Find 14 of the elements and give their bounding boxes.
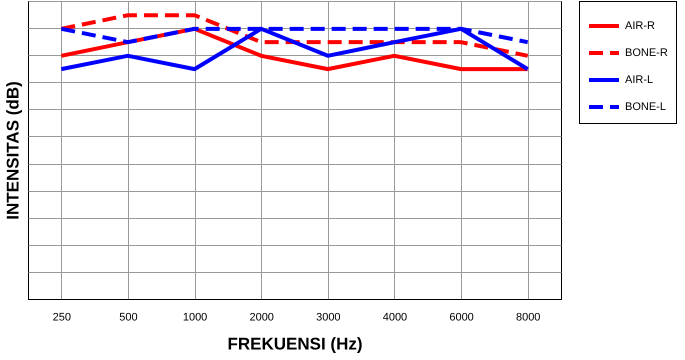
x-axis-title: FREKUENSI (Hz) [227, 334, 363, 354]
legend-label: BONE-R [625, 47, 668, 59]
x-tick-label: 2000 [249, 312, 274, 324]
legend-label: BONE-L [625, 101, 666, 113]
x-tick-label: 500 [119, 312, 138, 324]
x-tick-label: 6000 [449, 312, 474, 324]
x-tick-label: 8000 [516, 312, 540, 324]
x-tick-label: 3000 [316, 312, 341, 324]
x-tick-label: 4000 [382, 312, 408, 324]
legend-label: AIR-R [625, 20, 655, 32]
x-tick-label: 250 [52, 312, 71, 324]
y-axis-title: INTENSITAS (dB) [4, 81, 22, 220]
legend-label: AIR-L [625, 74, 654, 86]
x-tick-label: 1000 [182, 312, 208, 324]
